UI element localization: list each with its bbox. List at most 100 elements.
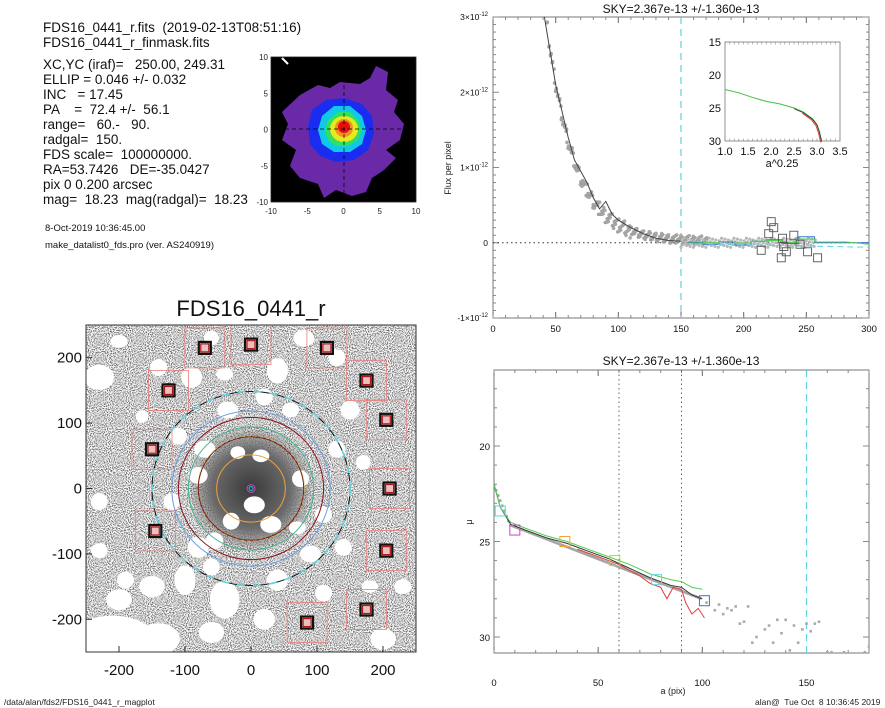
sb-scatter-point <box>855 655 858 658</box>
sky-box-marker <box>150 526 160 536</box>
mask-blob <box>163 493 181 511</box>
flux-point <box>647 229 652 234</box>
flux-ytick-exponent: -12 <box>479 12 488 18</box>
flux-point <box>732 236 736 240</box>
flux-point <box>544 11 547 14</box>
flux-ylabel: Flux per pixel <box>443 141 453 195</box>
flux-point <box>753 245 757 249</box>
flux-point <box>739 238 743 242</box>
flux-xtick-label: 0 <box>490 324 495 335</box>
flux-ytick-exponent: -12 <box>479 163 488 169</box>
flux-point <box>723 237 727 241</box>
thumb-ytick-label: -5 <box>261 162 269 171</box>
flux-profile-line <box>543 17 682 242</box>
mask-blob <box>260 516 282 533</box>
flux-point <box>720 236 724 240</box>
sb-scatter-point <box>784 618 787 622</box>
flux-point <box>782 236 786 240</box>
flux-ytick-label: 2×10-12 <box>460 87 488 97</box>
sb-scatter-point <box>826 650 829 653</box>
flux-point <box>680 239 684 243</box>
param-pix: pix 0 0.200 arcsec <box>43 177 153 192</box>
sky-box-outer <box>346 589 387 630</box>
inset-ytick-label: 30 <box>709 136 721 148</box>
sky-box-marker <box>361 375 372 386</box>
sb-scatter-point <box>726 607 729 610</box>
mask-blob <box>106 589 132 611</box>
flux-point <box>682 236 686 240</box>
flux-point <box>725 244 729 248</box>
sb-series-profile-black <box>494 484 703 600</box>
flux-ytick-mantissa: 2×10 <box>460 87 479 97</box>
inset-xtick-label: 2.0 <box>763 146 778 158</box>
mask-blob <box>202 558 220 576</box>
sky-box-marker <box>769 223 779 233</box>
sb-scatter-point <box>771 641 775 645</box>
sb-plot-frame <box>493 369 870 654</box>
sb-scatter-point <box>780 631 783 635</box>
sb-scatter-point <box>846 652 850 653</box>
flux-point <box>769 236 773 240</box>
flux-xtick-label: 50 <box>550 324 561 335</box>
isophote-ellipse <box>177 416 325 561</box>
masked-image-panel: FDS16_0441_r -200 -100 0 100 200 200 100 0 -100 -… <box>52 296 417 679</box>
sky-box-marker <box>766 217 776 227</box>
flux-ytick-exponent: -12 <box>479 313 488 319</box>
flux-point <box>666 233 671 237</box>
sky-box-marker <box>756 245 766 255</box>
fits-file-line: FDS16_0441_r.fits (2019-02-13T08:51:16) <box>43 20 302 35</box>
flux-ytick-label: 0 <box>483 238 488 248</box>
flux-point <box>654 231 658 236</box>
sky-box-marker <box>781 247 791 257</box>
image-ytick-label: 200 <box>57 350 82 367</box>
sb-xtick-label: 0 <box>491 678 496 689</box>
flux-plot-title: SKY=2.367e-13 +/-1.360e-13 <box>603 2 760 16</box>
mask-blob <box>86 364 114 390</box>
mask-blob <box>209 580 240 619</box>
flux-ytick-label: 1×10-12 <box>460 163 488 173</box>
sky-box-marker <box>813 253 823 263</box>
flux-ytick-mantissa: -1×10 <box>457 313 479 323</box>
sky-box-outer <box>134 510 176 552</box>
flux-point <box>691 234 696 239</box>
sky-box-outer <box>131 428 173 470</box>
isophote-ellipse <box>187 426 315 551</box>
sb-scatter-point <box>801 628 804 631</box>
image-xtick-label: -200 <box>104 662 134 679</box>
isophote-ellipse <box>151 390 351 587</box>
inset-profile-red <box>801 112 822 143</box>
thumb-xtick-label: 10 <box>412 207 421 216</box>
mask-blob <box>150 359 168 376</box>
flux-ytick-label: -1×10-12 <box>457 313 488 323</box>
sb-scatter-point <box>859 657 862 660</box>
thumb-xtick-label: 5 <box>378 207 383 216</box>
flux-point <box>726 238 730 242</box>
sb-scatter-point <box>867 645 869 648</box>
flux-point <box>544 10 547 13</box>
flux-point <box>760 237 764 241</box>
sb-scatter-point <box>734 605 737 608</box>
mask-blob <box>90 543 108 559</box>
sky-box-outer <box>365 399 407 441</box>
sky-box-marker <box>147 444 157 454</box>
sky-box-marker <box>764 229 774 239</box>
flux-point <box>713 244 717 248</box>
sky-box-outer <box>365 530 407 572</box>
image-ytick-label: 100 <box>57 415 82 432</box>
flux-point <box>689 238 693 242</box>
sky-box-marker <box>381 415 391 425</box>
sb-scatter-point <box>813 622 817 625</box>
isophote-ellipse <box>197 435 305 542</box>
isophote-ellipse <box>197 436 305 541</box>
flux-point <box>674 233 679 237</box>
sb-scatter-point <box>742 620 746 624</box>
sky-boxes <box>131 325 411 643</box>
image-xtick-label: 100 <box>304 662 329 679</box>
flux-point <box>679 234 683 238</box>
flux-point <box>744 236 748 240</box>
sb-marker-box <box>609 555 621 567</box>
sb-scatter-point <box>738 622 742 625</box>
flux-point <box>729 245 733 249</box>
mask-blob <box>293 329 315 347</box>
